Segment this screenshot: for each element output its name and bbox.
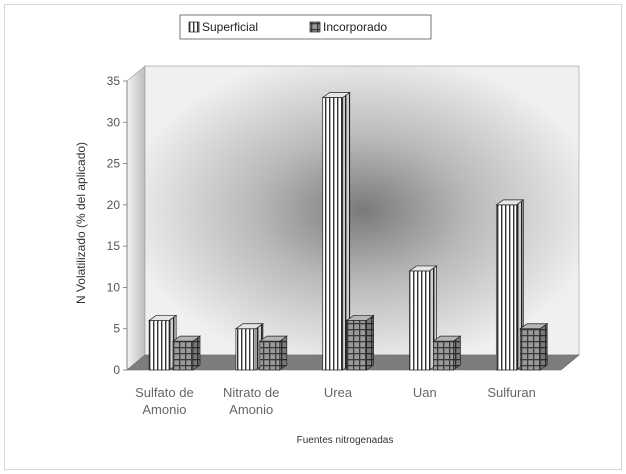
side-wall (126, 65, 146, 371)
y-tick-label: 15 (107, 239, 121, 253)
bar-superficial (495, 199, 525, 371)
category-label: Uan (413, 385, 437, 400)
x-axis: Sulfato de Amonio Nitrato de Amonio Urea Uan S… (135, 385, 536, 417)
bar-incorporado (519, 323, 549, 371)
category-label: Nitrato de Amonio (223, 385, 279, 417)
y-tick-label: 10 (107, 280, 121, 294)
y-tick-label: 0 (113, 363, 120, 377)
y-tick-label: 25 (107, 157, 121, 171)
y-tick-label: 20 (107, 198, 121, 212)
bar-incorporado (258, 335, 288, 371)
legend-swatch (309, 21, 321, 33)
bar-superficial (148, 314, 178, 371)
bar-chart: 0 5 10 15 20 25 30 35 Sulfato de Amonio Nitrato d… (74, 14, 580, 446)
bars (148, 91, 549, 371)
legend-label: Incorporado (323, 20, 387, 34)
bar-incorporado (171, 335, 202, 371)
legend-box (179, 14, 432, 40)
x-axis-title: Fuentes nitrogenadas (297, 435, 394, 446)
y-tick-label: 5 (113, 322, 120, 336)
bar-superficial (234, 323, 265, 371)
legend: Superficial Incorporado (179, 14, 432, 40)
chart-frame: 0 5 10 15 20 25 30 35 Sulfato de Amonio Nitrato d… (4, 4, 622, 470)
bar-superficial (321, 91, 351, 371)
bar-incorporado (432, 335, 462, 371)
legend-swatch (188, 21, 200, 33)
category-label: Sulfato de Amonio (135, 385, 194, 417)
y-axis-title: N Volatilizado (% del aplicado) (74, 142, 88, 304)
category-label: Sulfuran (487, 385, 535, 400)
bar-superficial (408, 265, 438, 371)
category-label: Urea (324, 385, 353, 400)
y-tick-label: 35 (107, 74, 121, 88)
bar-incorporado (345, 314, 375, 371)
y-tick-label: 30 (107, 115, 121, 129)
y-axis: 0 5 10 15 20 25 30 35 (107, 74, 127, 377)
legend-label: Superficial (202, 20, 258, 34)
